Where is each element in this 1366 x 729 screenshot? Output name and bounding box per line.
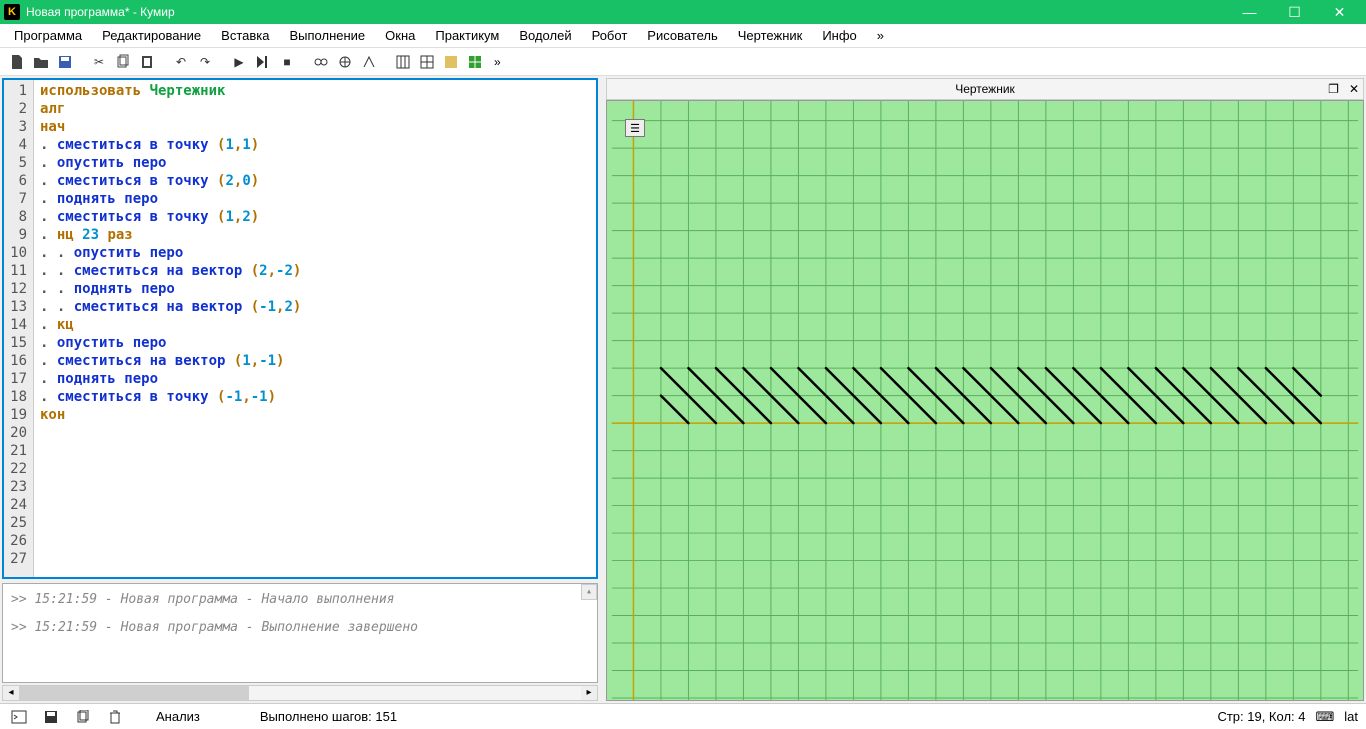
scroll-thumb[interactable]: [19, 686, 249, 700]
code-body[interactable]: использовать Чертежникалгнач. сместиться…: [34, 80, 307, 577]
maximize-button[interactable]: ☐: [1272, 0, 1317, 24]
save-file-icon[interactable]: [54, 51, 76, 73]
menu-программа[interactable]: Программа: [4, 25, 92, 46]
menu-чертежник[interactable]: Чертежник: [728, 25, 813, 46]
scroll-left-icon[interactable]: ◂: [3, 686, 19, 700]
console-line: >> 15:21:59 - Новая программа - Выполнен…: [11, 618, 589, 638]
status-copy-icon[interactable]: [72, 707, 94, 727]
toolbar: ✂ ↶ ↷ ▶ ■ »: [0, 48, 1366, 76]
stop-icon[interactable]: ■: [276, 51, 298, 73]
minimize-button[interactable]: —: [1227, 0, 1272, 24]
code-editor[interactable]: 1234567891011121314151617181920212223242…: [2, 78, 598, 579]
status-delete-icon[interactable]: [104, 707, 126, 727]
menu-инфо[interactable]: Инфо: [812, 25, 866, 46]
line-number-gutter: 1234567891011121314151617181920212223242…: [4, 80, 34, 577]
statusbar: Анализ Выполнено шагов: 151 Стр: 19, Кол…: [0, 703, 1366, 729]
console-scroll-up-icon[interactable]: ▴: [581, 584, 597, 600]
step-icon[interactable]: [252, 51, 274, 73]
menu-overflow-icon[interactable]: »: [867, 25, 894, 46]
window-title: Новая программа* - Кумир: [26, 5, 1227, 19]
open-file-icon[interactable]: [30, 51, 52, 73]
left-panel: 1234567891011121314151617181920212223242…: [0, 76, 600, 703]
actor-1-icon[interactable]: [310, 51, 332, 73]
menu-окна[interactable]: Окна: [375, 25, 425, 46]
canvas-menu-icon[interactable]: ☰: [625, 119, 645, 137]
paste-icon[interactable]: [136, 51, 158, 73]
status-lang-label: lat: [1344, 709, 1358, 724]
undo-icon[interactable]: ↶: [170, 51, 192, 73]
layout-4-icon[interactable]: [464, 51, 486, 73]
status-analysis-label: Анализ: [156, 709, 200, 724]
menu-рисователь[interactable]: Рисователь: [637, 25, 727, 46]
redo-icon[interactable]: ↷: [194, 51, 216, 73]
actor-3-icon[interactable]: [358, 51, 380, 73]
status-console-icon[interactable]: [8, 707, 30, 727]
new-file-icon[interactable]: [6, 51, 28, 73]
toolbar-overflow-icon[interactable]: »: [488, 55, 507, 69]
actor-2-icon[interactable]: [334, 51, 356, 73]
status-steps-label: Выполнено шагов: 151: [260, 709, 397, 724]
console-line: >> 15:21:59 - Новая программа - Начало в…: [11, 590, 589, 610]
drawing-canvas[interactable]: ☰: [606, 100, 1364, 701]
canvas-header: Чертежник ❐ ✕: [606, 78, 1364, 100]
horizontal-scrollbar[interactable]: ◂ ▸: [2, 685, 598, 701]
menu-вставка[interactable]: Вставка: [211, 25, 279, 46]
cut-icon[interactable]: ✂: [88, 51, 110, 73]
canvas-detach-icon[interactable]: ❐: [1328, 82, 1339, 96]
menu-водолей[interactable]: Водолей: [509, 25, 581, 46]
close-button[interactable]: ✕: [1317, 0, 1362, 24]
canvas-title: Чертежник: [955, 82, 1015, 96]
status-keyboard-icon[interactable]: ⌨: [1316, 709, 1335, 725]
main-area: 1234567891011121314151617181920212223242…: [0, 76, 1366, 703]
right-panel: Чертежник ❐ ✕ ☰: [600, 76, 1366, 703]
menu-выполнение[interactable]: Выполнение: [279, 25, 375, 46]
menu-робот[interactable]: Робот: [582, 25, 638, 46]
canvas-close-icon[interactable]: ✕: [1349, 82, 1359, 96]
app-icon: K: [4, 4, 20, 20]
status-cursor-pos: Стр: 19, Кол: 4: [1217, 709, 1305, 724]
output-console: >> 15:21:59 - Новая программа - Начало в…: [2, 583, 598, 683]
menu-редактирование[interactable]: Редактирование: [92, 25, 211, 46]
run-icon[interactable]: ▶: [228, 51, 250, 73]
layout-1-icon[interactable]: [392, 51, 414, 73]
layout-2-icon[interactable]: [416, 51, 438, 73]
menu-практикум[interactable]: Практикум: [425, 25, 509, 46]
copy-icon[interactable]: [112, 51, 134, 73]
titlebar: K Новая программа* - Кумир — ☐ ✕: [0, 0, 1366, 24]
menubar: ПрограммаРедактированиеВставкаВыполнение…: [0, 24, 1366, 48]
status-save-icon[interactable]: [40, 707, 62, 727]
layout-3-icon[interactable]: [440, 51, 462, 73]
scroll-right-icon[interactable]: ▸: [581, 686, 597, 700]
